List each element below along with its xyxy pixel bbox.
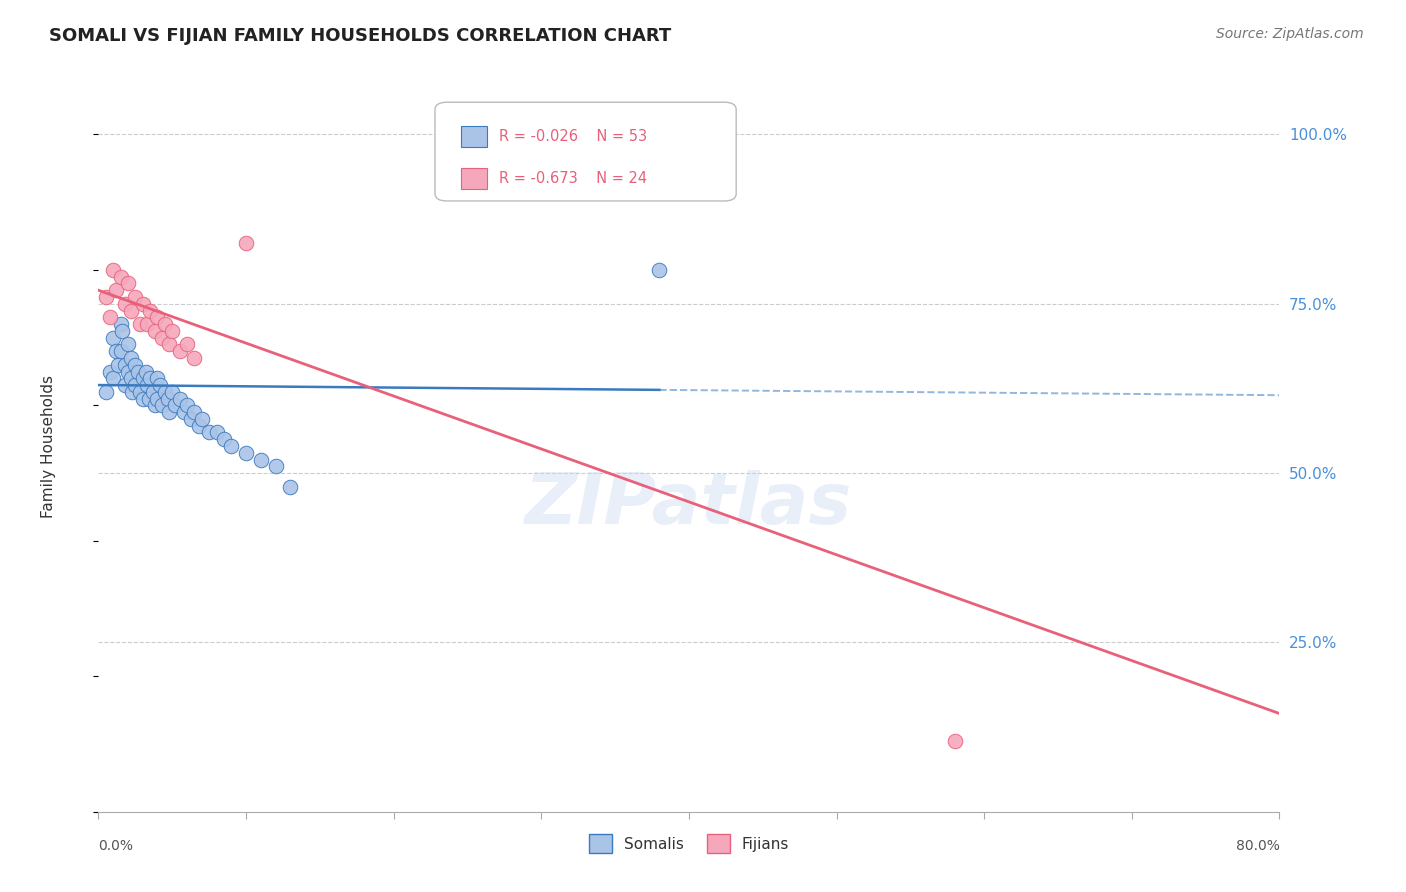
Point [132, 392, 155, 406]
FancyBboxPatch shape [461, 126, 486, 146]
Text: Family Households: Family Households [41, 375, 56, 517]
Point [235, 446, 257, 460]
Point [124, 290, 146, 304]
Point [173, 405, 195, 419]
Point [124, 378, 146, 392]
Point [156, 392, 179, 406]
Point [136, 378, 159, 392]
Point [139, 371, 162, 385]
Point [235, 235, 257, 250]
Point [114, 297, 136, 311]
Point [120, 351, 142, 365]
Point [176, 398, 198, 412]
Point [117, 364, 139, 378]
Point [142, 384, 165, 399]
Point [198, 425, 221, 440]
Point [943, 733, 966, 747]
Point [107, 358, 129, 372]
Point [221, 439, 243, 453]
Point [110, 344, 132, 359]
Point [105, 283, 128, 297]
Text: Source: ZipAtlas.com: Source: ZipAtlas.com [1216, 27, 1364, 41]
Point [98, 364, 121, 378]
Point [176, 337, 198, 351]
Point [128, 317, 150, 331]
Point [135, 364, 157, 378]
Point [191, 412, 214, 426]
Point [94, 384, 117, 399]
Point [146, 310, 169, 325]
Point [138, 392, 160, 406]
Legend: Somalis, Fijians: Somalis, Fijians [582, 828, 796, 859]
Point [127, 364, 149, 378]
Point [149, 378, 172, 392]
Point [117, 277, 139, 291]
Text: R = -0.026    N = 53: R = -0.026 N = 53 [499, 129, 647, 144]
Point [150, 398, 173, 412]
Point [212, 432, 235, 446]
Text: R = -0.673    N = 24: R = -0.673 N = 24 [499, 171, 647, 186]
Point [111, 324, 134, 338]
Point [105, 344, 128, 359]
Point [103, 331, 125, 345]
Point [143, 324, 166, 338]
Point [146, 371, 169, 385]
Point [94, 290, 117, 304]
Point [264, 459, 287, 474]
Point [114, 378, 136, 392]
Point [110, 317, 132, 331]
Point [280, 480, 302, 494]
Point [128, 384, 150, 399]
Point [165, 398, 187, 412]
Point [120, 371, 142, 385]
Point [250, 452, 273, 467]
Point [162, 324, 183, 338]
Text: 80.0%: 80.0% [1236, 838, 1279, 853]
Point [169, 344, 191, 359]
Point [183, 351, 205, 365]
Point [180, 412, 202, 426]
Point [157, 337, 180, 351]
Point [169, 392, 191, 406]
Point [146, 392, 169, 406]
Point [124, 358, 146, 372]
Point [98, 310, 121, 325]
Point [121, 384, 143, 399]
Point [153, 317, 176, 331]
Point [153, 384, 176, 399]
Point [117, 337, 139, 351]
Point [187, 418, 209, 433]
FancyBboxPatch shape [461, 169, 486, 189]
Point [143, 398, 166, 412]
Point [110, 269, 132, 284]
Point [183, 405, 205, 419]
Point [205, 425, 228, 440]
Point [132, 297, 155, 311]
FancyBboxPatch shape [434, 103, 737, 201]
Point [132, 371, 155, 385]
Point [114, 358, 136, 372]
Point [150, 331, 173, 345]
Text: 0.0%: 0.0% [98, 838, 134, 853]
Point [139, 303, 162, 318]
Text: SOMALI VS FIJIAN FAMILY HOUSEHOLDS CORRELATION CHART: SOMALI VS FIJIAN FAMILY HOUSEHOLDS CORRE… [49, 27, 672, 45]
Point [162, 384, 183, 399]
Text: ZIPatlas: ZIPatlas [526, 470, 852, 539]
Point [103, 263, 125, 277]
Point [120, 303, 142, 318]
Point [103, 371, 125, 385]
Point [136, 317, 159, 331]
Point [648, 263, 671, 277]
Point [157, 405, 180, 419]
